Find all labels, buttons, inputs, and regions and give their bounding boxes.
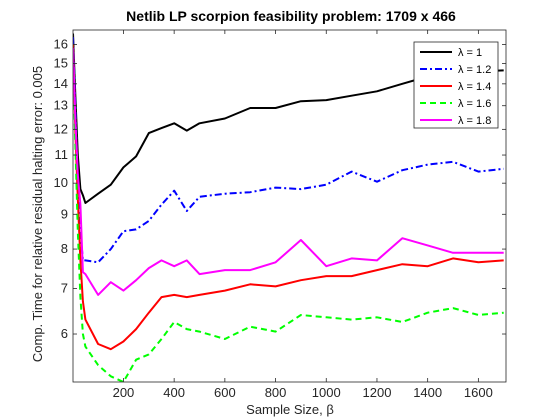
x-tick-label: 1000 bbox=[312, 385, 341, 400]
y-tick-label: 14 bbox=[54, 76, 68, 91]
chart-title: Netlib LP scorpion feasibility problem: … bbox=[126, 8, 456, 24]
y-tick-label: 13 bbox=[54, 98, 68, 113]
y-tick-label: 6 bbox=[61, 326, 68, 341]
x-tick-label: 200 bbox=[113, 385, 135, 400]
legend-label-1: λ = 1 bbox=[458, 47, 482, 59]
y-tick-label: 15 bbox=[54, 55, 68, 70]
series-layer bbox=[73, 33, 504, 382]
y-axis: 6 7 8 9 10 11 12 13 14 15 16 bbox=[54, 36, 506, 341]
series-line-2 bbox=[73, 37, 504, 264]
y-tick-label: 8 bbox=[61, 241, 68, 256]
x-tick-label: 1200 bbox=[363, 385, 392, 400]
x-tick-label: 1600 bbox=[464, 385, 493, 400]
y-tick-label: 12 bbox=[54, 121, 68, 136]
series-line-5 bbox=[73, 48, 504, 296]
y-tick-label: 9 bbox=[61, 206, 68, 221]
series-line-1 bbox=[73, 33, 504, 204]
series-line-3 bbox=[73, 44, 504, 351]
legend: λ = 1 λ = 1.2 λ = 1.4 λ = 1.6 λ = 1.8 bbox=[413, 41, 499, 129]
legend-label-5: λ = 1.8 bbox=[458, 115, 491, 127]
y-tick-label: 10 bbox=[54, 175, 68, 190]
series-line-4 bbox=[73, 53, 504, 382]
y-tick-label: 16 bbox=[54, 36, 68, 51]
x-axis: 200 400 600 800 1000 1200 1400 1600 bbox=[113, 30, 493, 400]
x-tick-label: 400 bbox=[163, 385, 185, 400]
legend-label-3: λ = 1.4 bbox=[458, 81, 491, 93]
x-tick-label: 1400 bbox=[413, 385, 442, 400]
y-tick-label: 7 bbox=[61, 280, 68, 295]
plot-frame bbox=[72, 29, 507, 383]
legend-label-2: λ = 1.2 bbox=[458, 64, 491, 76]
x-tick-label: 800 bbox=[265, 385, 287, 400]
x-axis-label: Sample Size, β bbox=[246, 402, 334, 417]
y-axis-label: Comp. Time for relative residual halting… bbox=[30, 66, 45, 362]
legend-label-4: λ = 1.6 bbox=[458, 98, 491, 110]
y-tick-label: 11 bbox=[55, 147, 69, 162]
x-tick-label: 600 bbox=[214, 385, 236, 400]
